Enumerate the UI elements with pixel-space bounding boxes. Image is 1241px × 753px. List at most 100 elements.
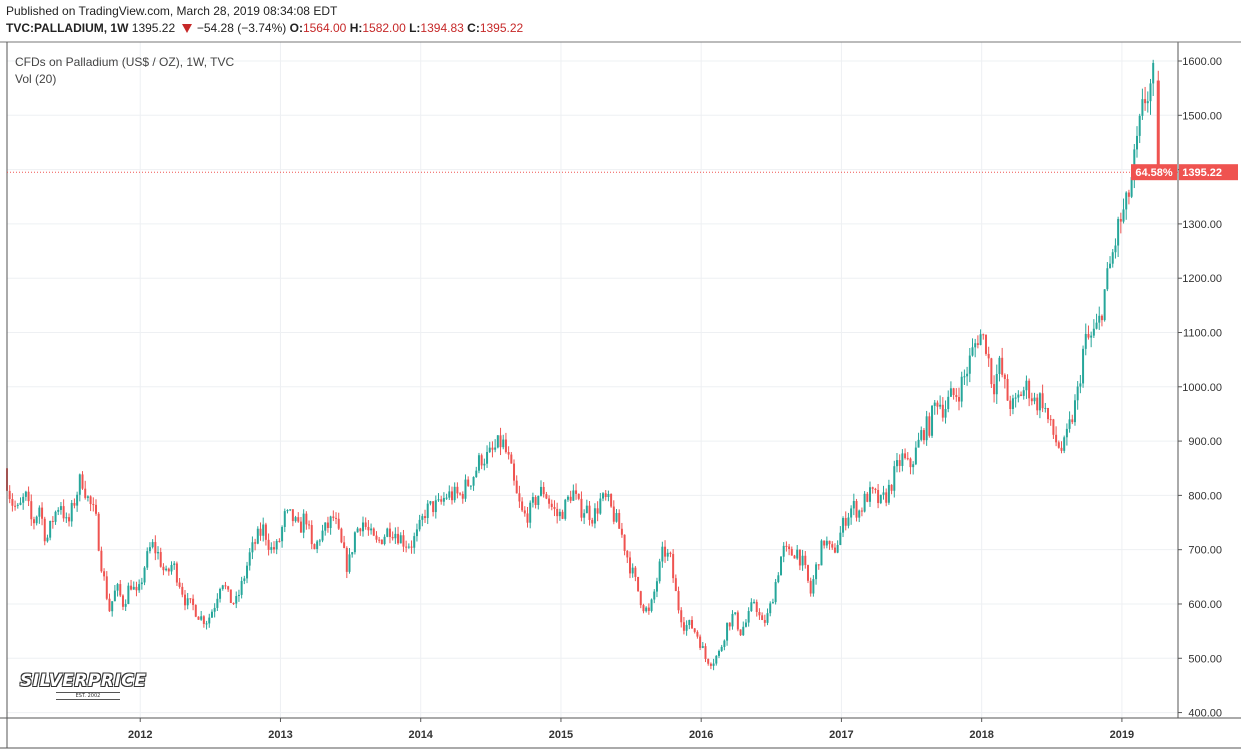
candle-body [78,474,81,495]
candle-body [1028,380,1031,399]
candle-body [1087,333,1090,338]
candle-body [564,499,567,519]
candle-body [726,622,729,641]
candle-body [1127,192,1130,197]
candle-body [11,498,14,506]
candle-body [461,493,464,499]
candle-body [518,493,521,502]
candle-body [24,491,27,497]
candle-body [793,555,796,559]
x-axis[interactable]: 2012 2013 2014 2015 2016 2017 2018 2019 [128,718,1134,741]
candle-body [59,506,62,510]
candle-body [386,528,389,537]
candle-body [92,504,95,506]
candle-body [388,528,391,537]
candle-body [216,598,219,608]
candle-body [788,546,791,550]
candle-body [348,554,351,572]
candle-body [688,619,691,626]
candle-body [378,539,381,541]
candle-body [434,500,437,513]
candle-body [960,376,963,402]
candle-body [429,501,432,504]
candle-body [502,439,505,448]
candle-body [815,564,818,580]
candle-body [987,353,990,359]
candle-body [769,603,772,614]
candle-body [796,549,799,559]
candle-body [413,536,416,548]
candle-body [947,396,950,410]
candle-body [949,388,952,397]
candle-body [874,488,877,490]
candle-body [585,505,588,514]
candle-body [1065,428,1068,438]
candle-body [302,513,305,533]
candle-body [159,552,162,567]
y-tick-label: 1200.00 [1182,273,1222,285]
candle-body [148,547,151,552]
candle-body [650,599,653,611]
candle-body [467,479,470,486]
candle-body [494,447,497,450]
candle-body [151,542,154,548]
candle-body [637,576,640,592]
candle-body [30,501,33,520]
candle-body [189,598,192,600]
y-tick-label: 1100.00 [1183,327,1222,339]
candle-body [167,568,170,572]
candle-body [375,535,378,540]
candle-body [958,397,961,402]
candle-body [181,586,184,595]
candle-body [1141,99,1144,116]
candle-body [38,507,41,517]
y-tick-label: 400.00 [1188,708,1222,720]
candle-body [332,516,335,518]
candle-body [418,519,421,530]
candle-body [780,556,783,576]
candle-body [407,546,410,548]
candle-body [175,563,178,583]
candle-body [906,458,909,460]
candle-body [604,493,607,498]
candle-body [952,388,955,396]
candle-body [936,402,939,407]
candle-body [124,603,127,607]
candle-body [720,646,723,651]
candle-body [615,513,618,522]
candle-body [437,499,440,501]
candle-body [523,510,526,514]
candle-body [666,552,669,557]
candle-body [966,373,969,377]
candle-body [297,517,300,522]
candle-body [1052,419,1055,435]
candle-body [210,611,213,618]
candle-body [626,550,629,558]
candle-body [488,447,491,452]
candle-body [43,518,46,542]
candle-body [14,505,17,507]
candle-body [89,496,92,505]
candle-body [291,509,294,522]
candle-body [356,528,359,533]
y-tick-label: 700.00 [1188,545,1222,557]
candle-body [224,585,227,587]
high-value: 1582.00 [362,21,406,35]
candle-body [289,509,292,511]
candle-body [513,463,516,481]
candle-body [553,506,556,509]
candle-body [955,395,958,398]
candle-body [186,598,189,606]
y-axis[interactable]: 400.00 500.00 600.00 700.00 800.00 900.00 1000… [1178,56,1222,720]
candle-body [1057,442,1060,448]
candle-body [548,498,551,504]
candle-body [798,549,801,566]
candle-body [1060,447,1063,451]
x-tick-label: 2019 [1110,729,1134,741]
candle-body [974,343,977,348]
candle-body [602,493,605,499]
candle-body [882,492,885,495]
candle-body [1092,328,1095,336]
candle-body [205,623,208,625]
